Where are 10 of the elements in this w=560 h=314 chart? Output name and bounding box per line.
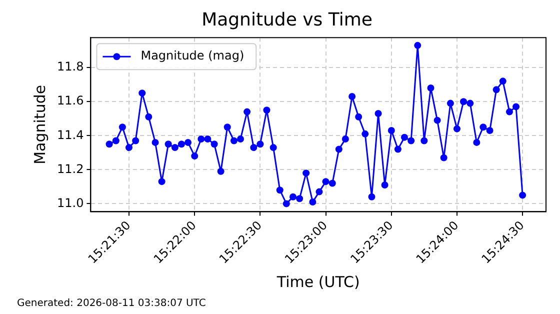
y-tick-label: 11.2 bbox=[57, 162, 84, 176]
text: Generated: 2026-08-11 03:38:07 UTC bbox=[17, 298, 206, 309]
y-tick-label: 11.0 bbox=[57, 196, 84, 210]
y-tick-label: 11.6 bbox=[57, 94, 84, 108]
y-axis-title: Magnitude bbox=[30, 84, 49, 164]
y-tick-label: 11.8 bbox=[57, 60, 84, 74]
x-axis-title: Time (UTC) bbox=[276, 272, 360, 291]
chart-title: Magnitude vs Time bbox=[202, 9, 372, 30]
y-tick-label: 11.4 bbox=[57, 128, 84, 142]
legend-label: Magnitude (mag) bbox=[140, 48, 244, 63]
